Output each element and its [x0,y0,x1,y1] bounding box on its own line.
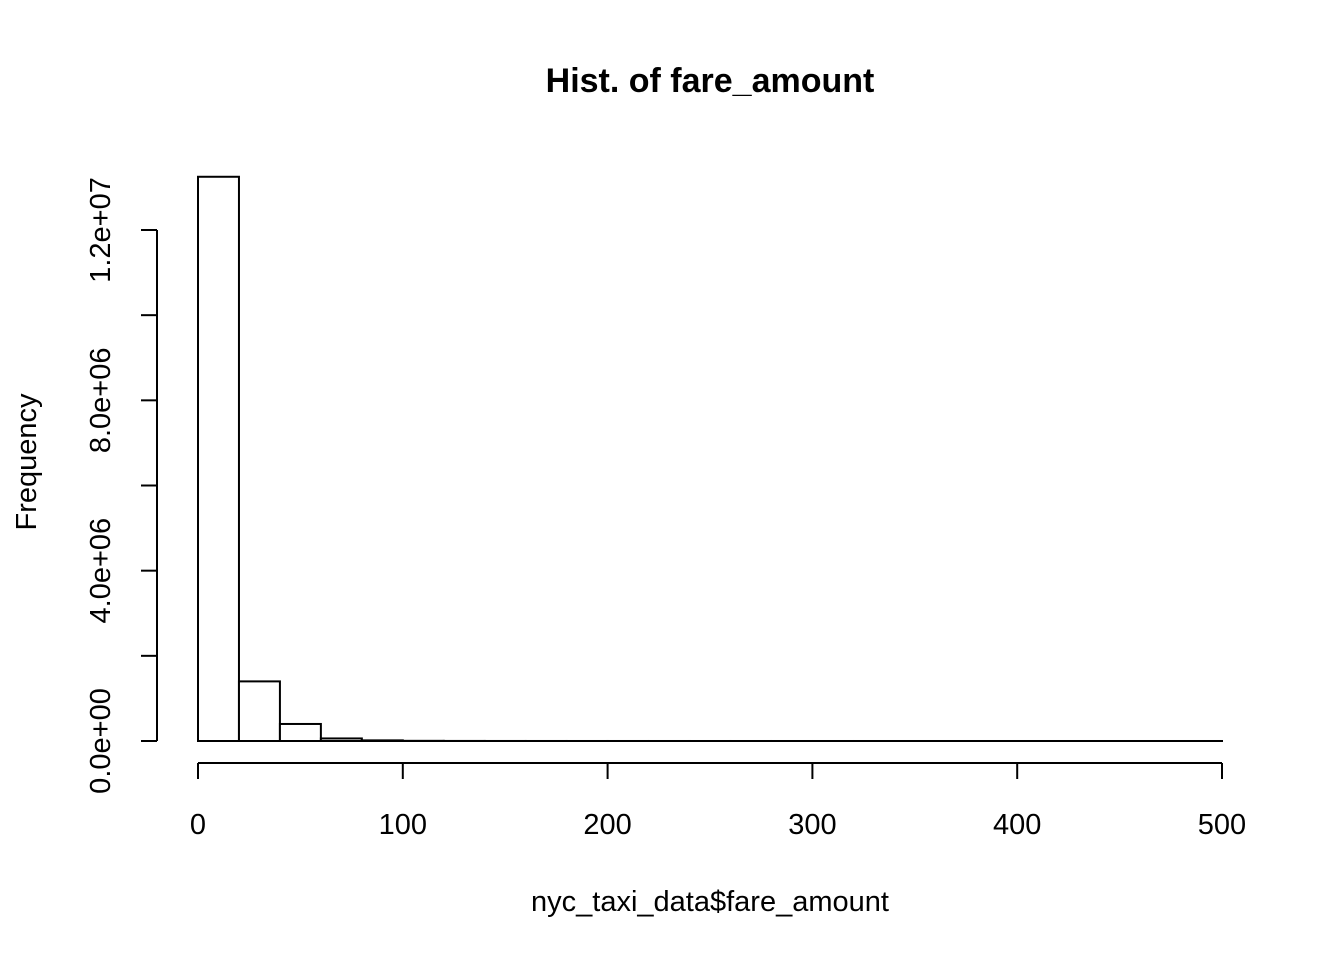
histogram-bar-40-60 [278,722,322,743]
y-tick-label: 1.2e+07 [85,177,117,283]
histogram-bar-60-80 [319,737,363,743]
x-axis: 0 100 200 300 400 500 [190,762,1246,841]
y-axis-label: Frequency [11,393,43,531]
x-tick-label: 300 [788,809,836,841]
x-tick-label: 0 [190,809,206,841]
histogram-bars [197,175,1224,743]
y-tick-label: 8.0e+06 [85,348,117,454]
chart-title: Hist. of fare_amount [546,62,875,100]
x-tick-label: 400 [993,809,1041,841]
histogram-bar-20-40 [237,680,281,743]
x-tick-label: 100 [379,809,427,841]
y-tick-label: 0.0e+00 [85,688,117,794]
x-tick-label: 200 [583,809,631,841]
histogram-bar-0-20 [197,175,240,743]
x-tick-label: 500 [1198,809,1246,841]
histogram-bar-80-100 [360,739,404,743]
x-axis-label: nyc_taxi_data$fare_amount [531,886,889,918]
y-tick-label: 4.0e+06 [85,518,117,624]
y-axis: 0.0e+00 4.0e+06 8.0e+06 1.2e+07 [85,177,158,794]
